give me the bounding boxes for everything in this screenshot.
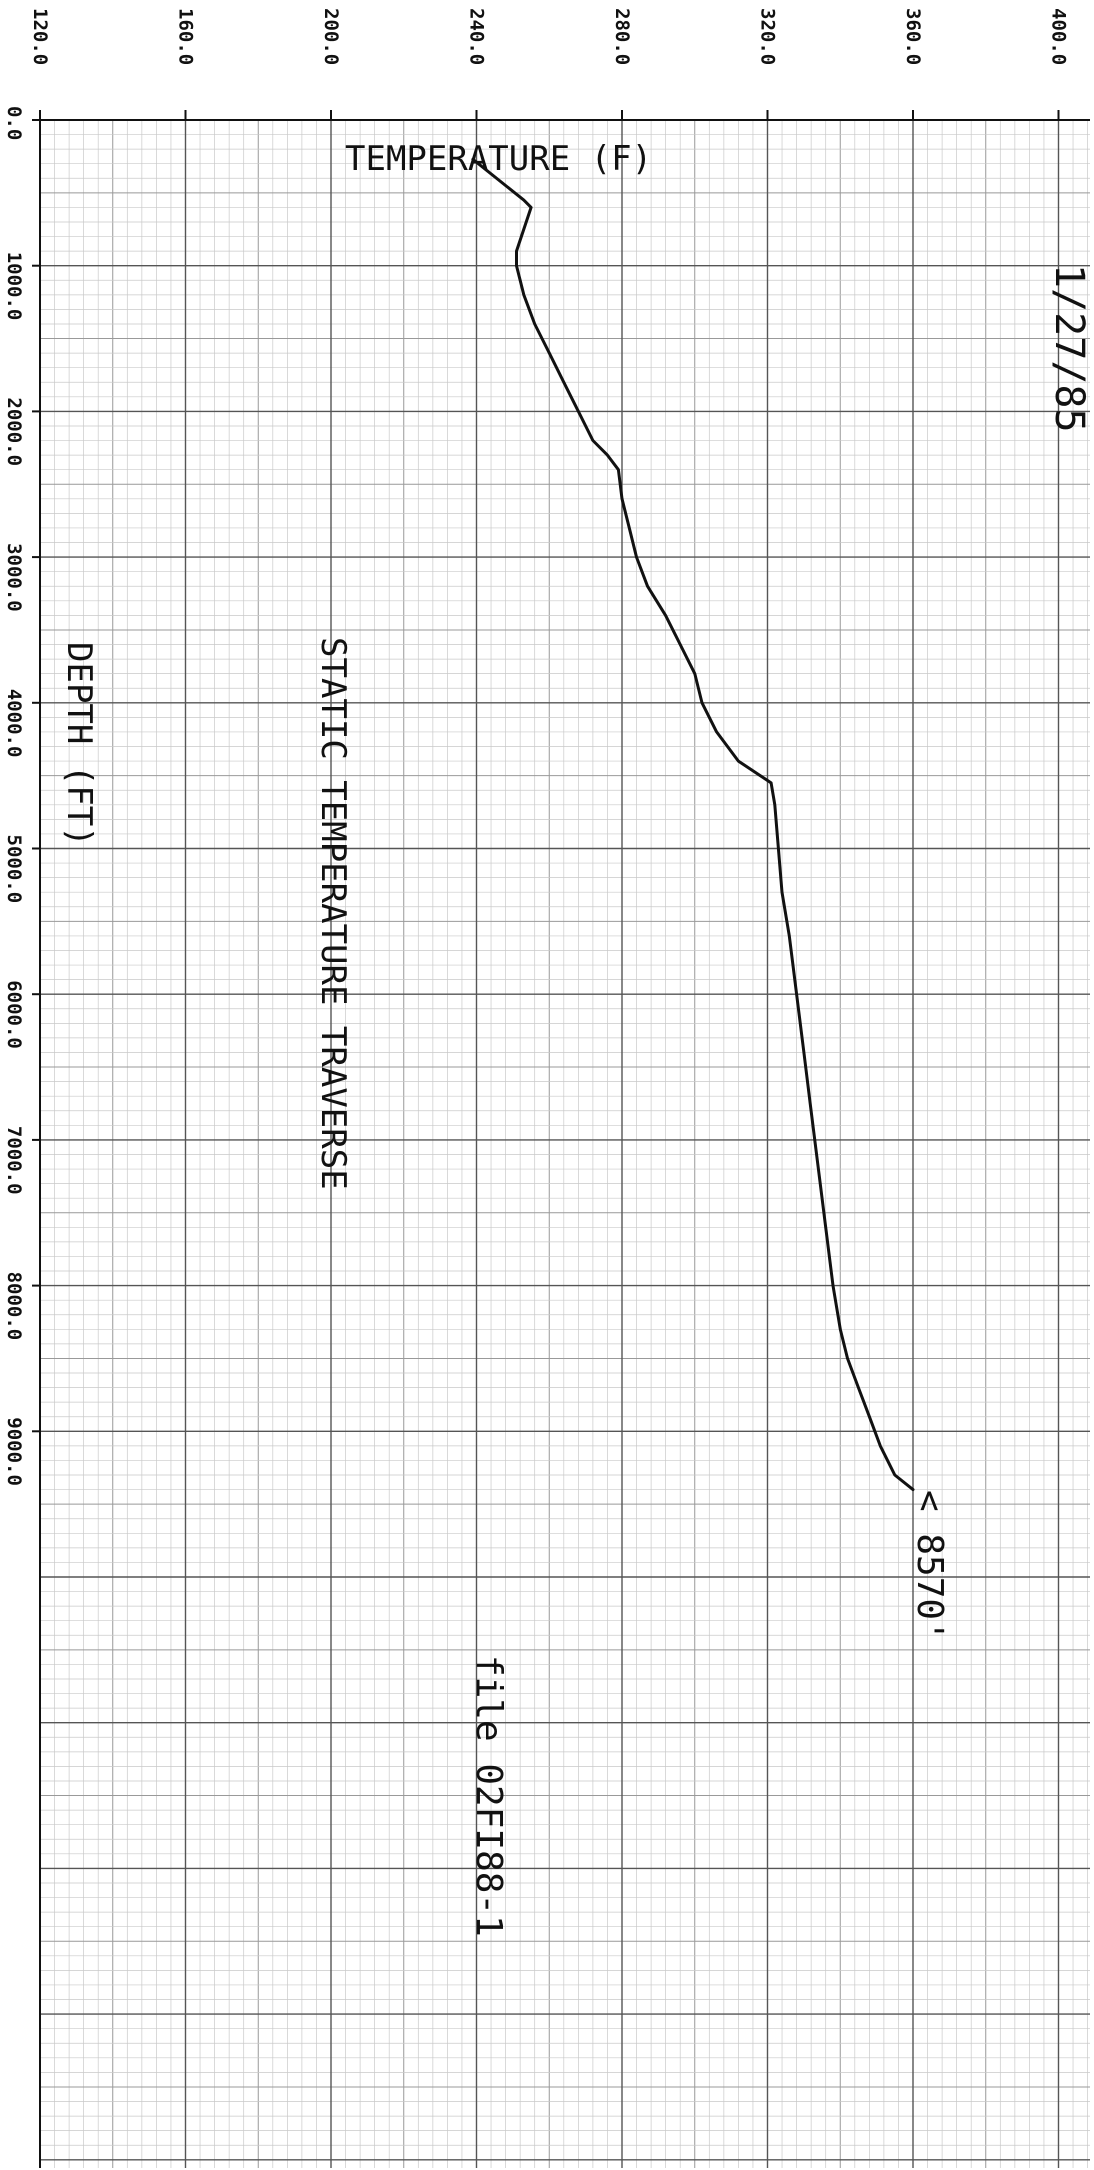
- temperature-tick-labels: 120.0 160.0 200.0 240.0 280.0 320.0 360.0 400.0: [29, 8, 1070, 120]
- minor-grid: [40, 120, 1090, 2168]
- temperature-tick-label: 400.0: [1048, 8, 1070, 65]
- depth-tick-label: 2000.0: [3, 397, 25, 466]
- temperature-tick-label: 280.0: [611, 8, 633, 65]
- depth-tick-label: 4000.0: [3, 689, 25, 758]
- depth-tick-labels: 0.0 1000.0 2000.0 3000.0 4000.0 5000.0 6000.0 7…: [3, 106, 40, 1486]
- temperature-tick-label: 320.0: [757, 8, 779, 65]
- depth-tick-label: 1000.0: [3, 252, 25, 321]
- temperature-tick-label: 240.0: [466, 8, 488, 65]
- depth-tick-label: 8000.0: [3, 1272, 25, 1341]
- major-grid: [39, 119, 1090, 2168]
- temperature-tick-label: 120.0: [29, 8, 51, 65]
- depth-tick-label: 7000.0: [3, 1126, 25, 1195]
- temperature-tick-label: 360.0: [902, 8, 924, 65]
- y-axis-label: DEPTH (FT): [59, 642, 99, 847]
- chart-title: STATIC TEMPERATURE TRAVERSE: [313, 637, 353, 1190]
- file-label: file 02FI88-1: [468, 1655, 509, 1937]
- temperature-tick-label: 160.0: [175, 8, 197, 65]
- depth-tick-label: 5000.0: [3, 835, 25, 904]
- temperature-tick-label: 200.0: [320, 8, 342, 65]
- depth-tick-label: 6000.0: [3, 980, 25, 1049]
- depth-tick-label: 0.0: [3, 106, 25, 140]
- depth-annotation: < 8570': [909, 1490, 950, 1642]
- temperature-series-line: [471, 157, 915, 1492]
- x-axis-label: TEMPERATURE (F): [345, 139, 652, 179]
- depth-tick-label: 9000.0: [3, 1417, 25, 1486]
- depth-tick-label: 3000.0: [3, 543, 25, 612]
- chart-date: 1/27/85: [1046, 264, 1092, 433]
